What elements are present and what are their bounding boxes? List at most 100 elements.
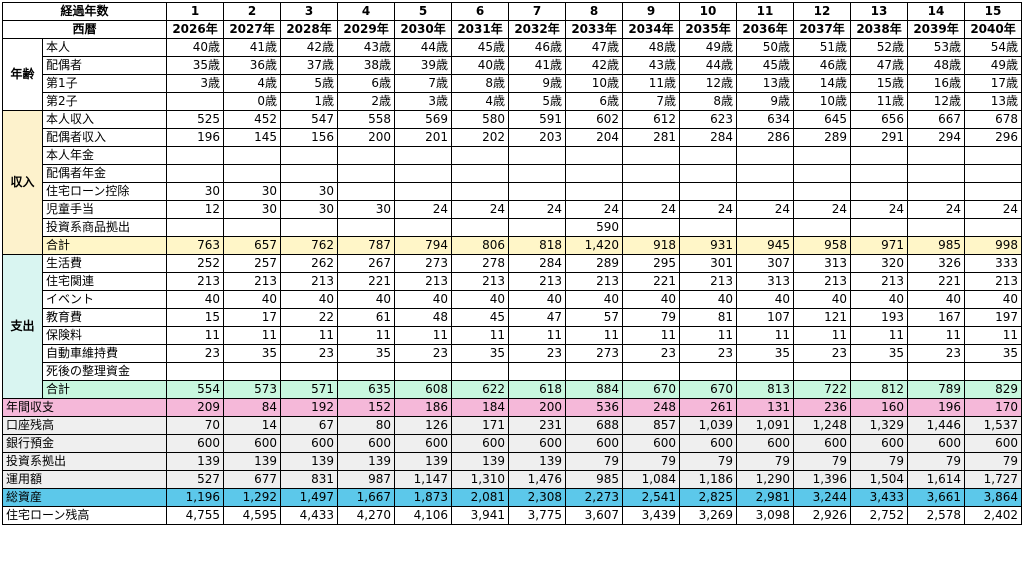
- value-cell: [166, 362, 225, 381]
- value-cell: 107: [736, 308, 795, 327]
- value-cell: 213: [166, 272, 225, 291]
- value-cell: 558: [337, 110, 396, 129]
- value-cell: 284: [679, 128, 738, 147]
- value-cell: 7歳: [394, 74, 453, 93]
- value-cell: 333: [964, 254, 1023, 273]
- value-cell: [850, 362, 909, 381]
- value-cell: 24: [394, 200, 453, 219]
- value-cell: 39歳: [394, 56, 453, 75]
- row-label: 配偶者: [41, 56, 168, 75]
- total-cell: 884: [565, 380, 624, 399]
- value-cell: 54歳: [964, 38, 1023, 57]
- value-cell: 569: [394, 110, 453, 129]
- value-cell: 1,396: [793, 470, 852, 489]
- age-row: 年齢 本人 40歳 41歳 42歳 43歳 44歳 45歳 46歳 47歳 48歳 49歳 50歳 51歳…: [2, 38, 1023, 111]
- year-number: 15: [964, 2, 1023, 21]
- total-cell: 635: [337, 380, 396, 399]
- value-cell: 47: [508, 308, 567, 327]
- value-cell: 1,084: [622, 470, 681, 489]
- value-cell: [280, 164, 339, 183]
- value-cell: 47歳: [850, 56, 909, 75]
- value-cell: 24: [508, 200, 567, 219]
- value-cell: 3,864: [964, 488, 1023, 507]
- row-label: 配偶者年金: [41, 164, 168, 183]
- income-row: 収入 本人収入 525 452 547 558 569 580 591 602 612 623 634 6…: [2, 110, 1023, 255]
- value-cell: 50歳: [736, 38, 795, 57]
- total-cell: 812: [850, 380, 909, 399]
- value-cell: 267: [337, 254, 396, 273]
- value-cell: [280, 218, 339, 237]
- value-cell: 11: [679, 326, 738, 345]
- value-cell: [451, 146, 510, 165]
- value-cell: 37歳: [280, 56, 339, 75]
- summary-row: 銀行預金 600 600 600 600 600 600 600 600 600 600 600 600…: [1, 434, 1023, 453]
- value-cell: [223, 218, 282, 237]
- value-cell: 213: [679, 272, 738, 291]
- value-cell: 15歳: [850, 74, 909, 93]
- value-cell: 49歳: [964, 56, 1023, 75]
- value-cell: 40: [451, 290, 510, 309]
- value-cell: 645: [793, 110, 852, 129]
- value-cell: 452: [223, 110, 282, 129]
- loan-balance-row-label: 住宅ローン残高: [1, 506, 168, 525]
- value-cell: 656: [850, 110, 909, 129]
- calendar-year: 2038年: [850, 20, 909, 39]
- income-row: 配偶者収入 196 145 156 200 201 202 203 204 281 284 286 28…: [3, 128, 1023, 147]
- value-cell: 678: [964, 110, 1023, 129]
- value-cell: 1,186: [679, 470, 738, 489]
- value-cell: 35: [337, 344, 396, 363]
- value-cell: [622, 218, 681, 237]
- value-cell: 3,661: [907, 488, 966, 507]
- value-cell: 40歳: [166, 38, 225, 57]
- value-cell: 294: [907, 128, 966, 147]
- value-cell: 40歳: [451, 56, 510, 75]
- value-cell: 602: [565, 110, 624, 129]
- total-cell: 787: [337, 236, 396, 255]
- row-label: 第2子: [41, 92, 168, 111]
- value-cell: 11歳: [622, 74, 681, 93]
- value-cell: 17歳: [964, 74, 1023, 93]
- age-row: 配偶者 35歳 36歳 37歳 38歳 39歳 40歳 41歳 42歳 43歳 44歳 45歳 46歳 4…: [3, 56, 1023, 75]
- total-cell: 571: [280, 380, 339, 399]
- value-cell: 23: [679, 344, 738, 363]
- value-cell: 527: [166, 470, 225, 489]
- value-cell: 600: [223, 434, 282, 453]
- value-cell: [964, 164, 1023, 183]
- value-cell: [793, 164, 852, 183]
- value-cell: 23: [907, 344, 966, 363]
- value-cell: 11: [166, 326, 225, 345]
- value-cell: 2,752: [850, 506, 909, 525]
- value-cell: [736, 164, 795, 183]
- value-cell: 48歳: [622, 38, 681, 57]
- value-cell: 22: [280, 308, 339, 327]
- value-cell: 35: [451, 344, 510, 363]
- value-cell: 24: [907, 200, 966, 219]
- value-cell: 14歳: [793, 74, 852, 93]
- value-cell: 261: [679, 398, 738, 417]
- value-cell: 42歳: [280, 38, 339, 57]
- value-cell: [394, 164, 453, 183]
- expense-row: 自動車維持費 23 35 23 35 23 35 23 273 23 23 35 23 35 23 35: [3, 344, 1023, 363]
- value-cell: 2,402: [964, 506, 1023, 525]
- value-cell: 40: [850, 290, 909, 309]
- value-cell: 213: [793, 272, 852, 291]
- summary-row: 運用額 527 677 831 987 1,147 1,310 1,476 985 1,084 1,…: [1, 470, 1023, 489]
- calendar-year: 2036年: [736, 20, 795, 39]
- value-cell: 81: [679, 308, 738, 327]
- value-cell: 196: [166, 128, 225, 147]
- value-cell: 12: [166, 200, 225, 219]
- value-cell: 11: [394, 326, 453, 345]
- value-cell: 536: [565, 398, 624, 417]
- value-cell: 1,446: [907, 416, 966, 435]
- total-cell: 622: [451, 380, 510, 399]
- value-cell: 4,270: [337, 506, 396, 525]
- year-number: 1: [166, 2, 225, 21]
- value-cell: 203: [508, 128, 567, 147]
- cashflow-table: 経過年数 1 2 3 4 5 6 7 8 9 10 11 12 13 14 15 西暦 2026年 2027年 202…: [1, 2, 1023, 525]
- value-cell: 1,039: [679, 416, 738, 435]
- value-cell: 236: [793, 398, 852, 417]
- value-cell: 1,329: [850, 416, 909, 435]
- value-cell: 11: [964, 326, 1023, 345]
- expense-row: 教育費 15 17 22 61 48 45 47 57 79 81 107 121 193 167 197: [3, 308, 1023, 327]
- value-cell: [337, 218, 396, 237]
